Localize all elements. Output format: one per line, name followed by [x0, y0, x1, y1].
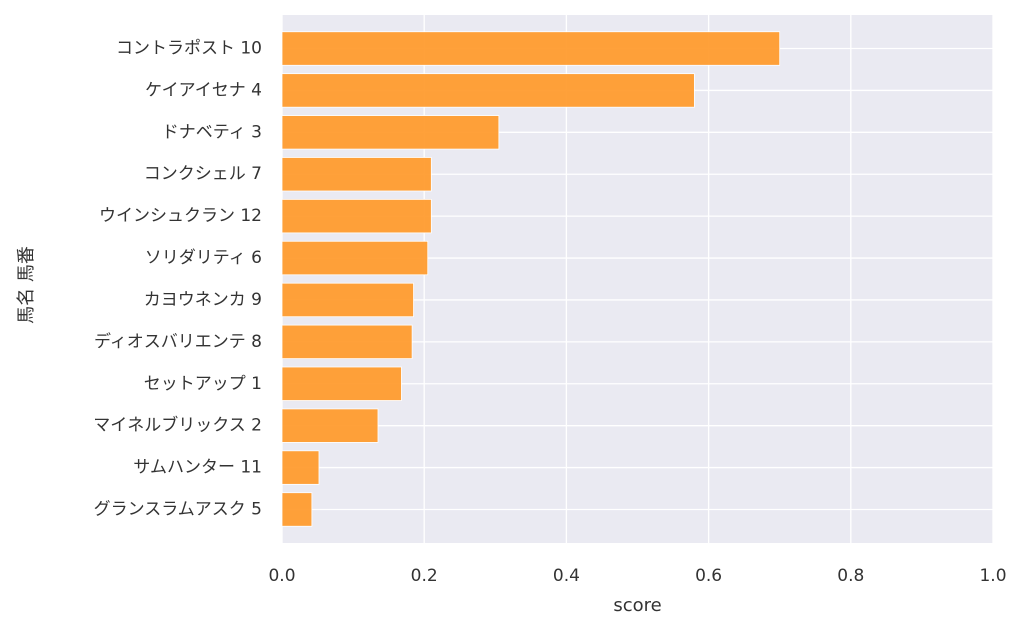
bar: [281, 31, 781, 66]
x-tick-label: 0.8: [837, 566, 864, 586]
y-tick-label: コンクシェル 7: [144, 164, 262, 184]
y-tick-label: カヨウネンカ 9: [144, 290, 262, 310]
bars-group: [281, 31, 781, 527]
x-tick-label: 0.4: [553, 566, 580, 586]
x-axis-label: score: [613, 595, 661, 616]
y-tick-label: ディオスバリエンテ 8: [94, 331, 262, 352]
y-tick-label: ドナベティ 3: [162, 122, 262, 142]
y-tick-labels: コントラポスト 10 ケイアイセナ 4 ドナベティ 3 コンクシェル 7 ウインシュクラ…: [93, 39, 262, 520]
y-tick-label: マイネルブリックス 2: [93, 415, 262, 436]
y-tick-label: コントラポスト 10: [116, 39, 262, 59]
x-tick-label: 1.0: [979, 566, 1006, 586]
bar: [281, 324, 413, 360]
bar: [281, 366, 402, 401]
y-tick-label: ケイアイセナ 4: [145, 80, 262, 100]
bar: [281, 73, 695, 108]
bar: [281, 198, 432, 234]
y-tick-label: サムハンター 11: [133, 458, 262, 478]
x-tick-label: 0.6: [695, 566, 722, 586]
y-tick-label: ウインシュクラン 12: [99, 206, 262, 226]
x-tick-label: 0.2: [411, 566, 438, 586]
y-tick-label: セットアップ 1: [144, 374, 262, 394]
y-tick-label: グランスラムアスク 5: [94, 499, 262, 519]
bar: [281, 115, 500, 150]
bar: [281, 282, 414, 318]
x-tick-label: 0.0: [268, 566, 295, 586]
bar: [281, 408, 379, 443]
bar: [281, 492, 313, 527]
x-tick-labels: 0.0 0.2 0.4 0.6 0.8 1.0: [268, 566, 1006, 586]
bar: [281, 157, 432, 192]
y-tick-label: ソリダリティ 6: [145, 248, 262, 268]
bar: [281, 240, 429, 276]
y-axis-label: 馬名 馬番: [16, 246, 37, 324]
bar: [281, 450, 320, 485]
